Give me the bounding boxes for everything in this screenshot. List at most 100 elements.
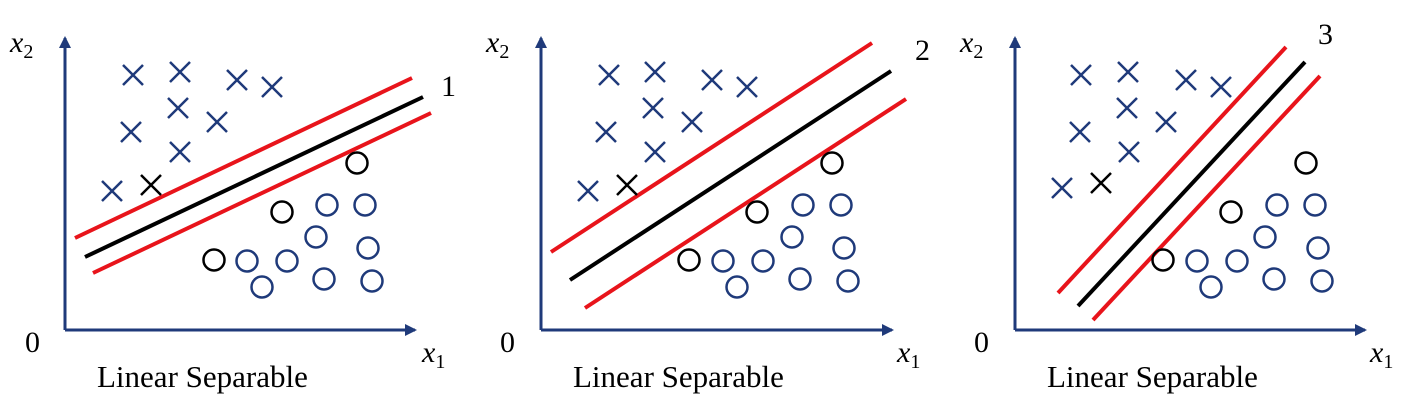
cross-marker-icon (226, 69, 248, 91)
cross-marker-icon (644, 61, 666, 83)
circle-marker-icon (1151, 248, 1175, 272)
cross-marker-icon (1117, 61, 1139, 83)
cross-marker-icon (169, 141, 191, 163)
origin-label: 0 (25, 326, 40, 359)
circle-marker-icon (1265, 193, 1289, 217)
circle-marker-icon (1306, 236, 1330, 260)
circle-marker-icon (304, 225, 328, 249)
cross-marker-icon (701, 69, 723, 91)
cross-marker-icon (261, 76, 283, 98)
circle-marker-icon (780, 225, 804, 249)
line-label: 1 (441, 70, 456, 103)
x-axis-label: x1 (421, 336, 445, 373)
outlier-circles (202, 151, 369, 272)
circle-marker-icon (202, 248, 226, 272)
outlier-circles (1151, 151, 1318, 272)
circle-marker-icon (250, 275, 274, 299)
circle-marker-icon (751, 249, 775, 273)
circle-marker-icon (791, 193, 815, 217)
margin-line-upper (74, 76, 413, 240)
circle-marker-icon (270, 200, 294, 224)
circle-marker-icon (745, 200, 769, 224)
circle-marker-icon (788, 267, 812, 291)
circle-marker-icon (1219, 200, 1243, 224)
y-axis-label: x2 (959, 26, 983, 63)
circle-markers (711, 193, 860, 299)
circle-marker-icon (360, 269, 384, 293)
cross-marker-icon (140, 174, 162, 196)
circle-marker-icon (820, 151, 844, 175)
circle-marker-icon (677, 248, 701, 272)
circle-marker-icon (353, 193, 377, 217)
circle-marker-icon (1294, 151, 1318, 175)
margin-line-lower (1091, 74, 1322, 322)
cross-marker-icon (1210, 76, 1232, 98)
circle-marker-icon (345, 151, 369, 175)
circle-markers (235, 193, 384, 299)
circle-marker-icon (1303, 193, 1327, 217)
cross-marker-icon (681, 111, 703, 133)
circle-marker-icon (725, 275, 749, 299)
panel-caption: Linear Separable (97, 359, 308, 394)
margin-line-upper (549, 41, 874, 254)
circle-marker-icon (275, 249, 299, 273)
cross-markers (577, 61, 758, 202)
cross-marker-icon (577, 180, 599, 202)
cross-marker-icon (169, 61, 191, 83)
y-axis-label: x2 (9, 26, 33, 63)
circle-marker-icon (1310, 269, 1334, 293)
circle-marker-icon (711, 249, 735, 273)
cross-marker-icon (644, 141, 666, 163)
cross-marker-icon (736, 76, 758, 98)
origin-label: 0 (974, 326, 989, 359)
circle-marker-icon (832, 236, 856, 260)
circle-marker-icon (1185, 249, 1209, 273)
circle-marker-icon (836, 269, 860, 293)
cross-marker-icon (167, 97, 189, 119)
cross-marker-icon (616, 174, 638, 196)
cross-marker-icon (1116, 97, 1138, 119)
cross-marker-icon (642, 97, 664, 119)
separator-line (1076, 60, 1307, 308)
margin-line-lower (92, 111, 432, 275)
circle-marker-icon (235, 249, 259, 273)
margin-line-upper (1056, 45, 1288, 295)
cross-markers (101, 61, 283, 202)
circle-marker-icon (1199, 275, 1223, 299)
line-label: 2 (915, 34, 930, 67)
x-axis-label: x1 (896, 336, 920, 373)
cross-marker-icon (598, 64, 620, 86)
origin-label: 0 (500, 326, 515, 359)
x-axis-label: x1 (1369, 336, 1393, 373)
panel-3: x2 x1 0 3 Linear Separable (959, 18, 1393, 394)
cross-markers (1051, 61, 1232, 199)
separator-line (84, 95, 424, 259)
cross-marker-icon (1069, 121, 1091, 143)
circle-marker-icon (829, 193, 853, 217)
circle-marker-icon (312, 267, 336, 291)
cross-marker-icon (1051, 177, 1073, 199)
circle-marker-icon (1225, 249, 1249, 273)
cross-marker-icon (1070, 64, 1092, 86)
panel-caption: Linear Separable (573, 359, 784, 394)
panel-2: x2 x1 0 2 Linear Separable (485, 26, 930, 394)
circle-marker-icon (315, 193, 339, 217)
cross-marker-icon (595, 121, 617, 143)
circle-markers (1185, 193, 1334, 299)
outlier-circles (677, 151, 844, 272)
circle-marker-icon (1253, 225, 1277, 249)
cross-marker-icon (1155, 111, 1177, 133)
margin-line-lower (583, 97, 908, 310)
y-axis-label: x2 (485, 26, 509, 63)
panel-caption: Linear Separable (1047, 359, 1258, 394)
cross-marker-icon (1118, 141, 1140, 163)
cross-marker-icon (1175, 69, 1197, 91)
cross-marker-icon (1090, 172, 1112, 194)
separator-line (568, 69, 893, 282)
line-label: 3 (1318, 18, 1333, 51)
cross-marker-icon (206, 111, 228, 133)
cross-marker-icon (101, 180, 123, 202)
circle-marker-icon (356, 236, 380, 260)
panel-1: x2 x1 0 1 Linear Separable (9, 26, 456, 394)
circle-marker-icon (1262, 267, 1286, 291)
